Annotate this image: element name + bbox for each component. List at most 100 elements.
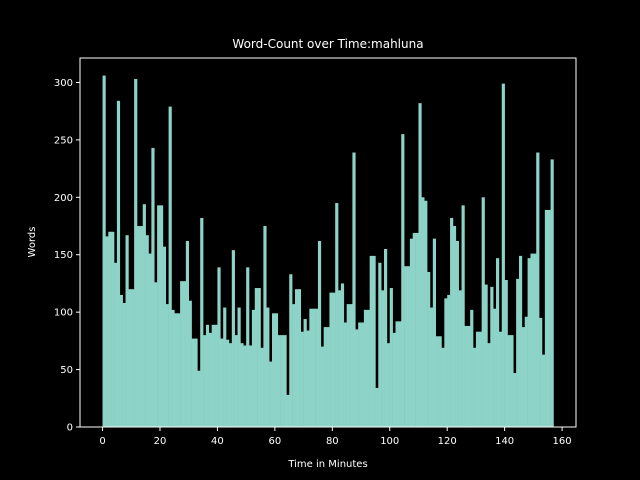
bar — [151, 147, 155, 427]
bar — [429, 307, 434, 427]
bar — [435, 336, 439, 427]
bar — [251, 309, 256, 427]
y-tick-label: 150 — [54, 250, 73, 261]
y-tick-label: 300 — [54, 78, 73, 89]
x-tick-label: 140 — [495, 436, 514, 447]
bar — [467, 325, 471, 427]
bar — [128, 289, 132, 427]
x-tick-label: 20 — [154, 436, 167, 447]
bar — [358, 322, 362, 427]
bar — [116, 100, 121, 428]
bar — [165, 304, 169, 427]
bar — [352, 152, 356, 428]
x-tick-label: 120 — [438, 436, 457, 447]
bar — [246, 267, 250, 427]
bar — [386, 343, 391, 427]
bar — [392, 332, 396, 427]
bar — [137, 226, 141, 427]
bar — [154, 282, 158, 427]
y-tick-label: 200 — [54, 193, 73, 204]
bar — [475, 331, 480, 427]
bar — [326, 327, 330, 427]
bar — [384, 248, 388, 427]
bar — [421, 197, 425, 427]
bar — [315, 308, 319, 427]
bar — [507, 335, 511, 427]
bar — [361, 322, 365, 427]
bar — [547, 209, 551, 427]
bar — [481, 197, 485, 427]
bar — [162, 246, 167, 427]
bar — [335, 203, 339, 427]
bar — [533, 253, 537, 427]
bar — [289, 274, 293, 427]
bar — [369, 255, 373, 427]
bar — [114, 262, 118, 427]
bar — [277, 335, 281, 427]
bar — [510, 335, 514, 427]
bar — [286, 394, 290, 427]
bar — [182, 281, 187, 427]
bar — [329, 292, 333, 427]
bar — [381, 290, 385, 427]
bar — [496, 258, 500, 427]
bar — [343, 322, 347, 427]
bar — [363, 309, 368, 427]
bar — [490, 286, 494, 427]
bar — [217, 267, 221, 427]
bar — [541, 354, 546, 427]
bar — [320, 346, 324, 427]
bar — [427, 271, 431, 427]
bar — [340, 283, 345, 427]
bar — [473, 347, 477, 427]
bar — [513, 373, 517, 427]
bar — [191, 338, 195, 427]
bar — [271, 313, 276, 427]
bar — [438, 336, 442, 427]
bar — [269, 361, 273, 427]
bar — [297, 289, 302, 427]
bar — [159, 205, 164, 427]
bar — [349, 304, 353, 427]
bar — [188, 300, 192, 427]
bar — [240, 343, 244, 427]
bar — [366, 309, 370, 427]
bar — [197, 370, 201, 427]
bar — [102, 75, 106, 428]
bar — [234, 335, 238, 427]
bar — [205, 324, 210, 427]
bar — [108, 231, 112, 427]
bar — [461, 205, 465, 427]
bar — [378, 262, 382, 427]
bar — [237, 307, 241, 427]
bar — [424, 200, 428, 427]
bar — [323, 327, 327, 427]
bar — [406, 266, 411, 427]
bar — [243, 345, 247, 427]
bar — [139, 226, 144, 427]
bar — [194, 338, 198, 427]
bar — [458, 290, 462, 427]
bar — [105, 236, 109, 427]
y-tick-label: 100 — [54, 308, 73, 319]
bar — [501, 83, 505, 427]
bar — [203, 335, 207, 427]
bar — [544, 209, 549, 427]
x-tick-label: 80 — [326, 436, 339, 447]
bar — [283, 335, 287, 427]
bar — [211, 324, 215, 427]
y-tick-label: 50 — [60, 365, 73, 376]
bar — [306, 330, 310, 427]
bar — [280, 335, 284, 427]
bar — [260, 347, 264, 427]
bar — [214, 324, 218, 427]
bar — [171, 309, 175, 427]
chart-title: Word-Count over Time:mahluna — [232, 37, 423, 51]
bar — [294, 289, 299, 427]
bar — [452, 226, 457, 427]
bar — [550, 159, 554, 427]
bar — [312, 308, 316, 427]
bar — [464, 325, 468, 427]
bar — [518, 255, 523, 427]
